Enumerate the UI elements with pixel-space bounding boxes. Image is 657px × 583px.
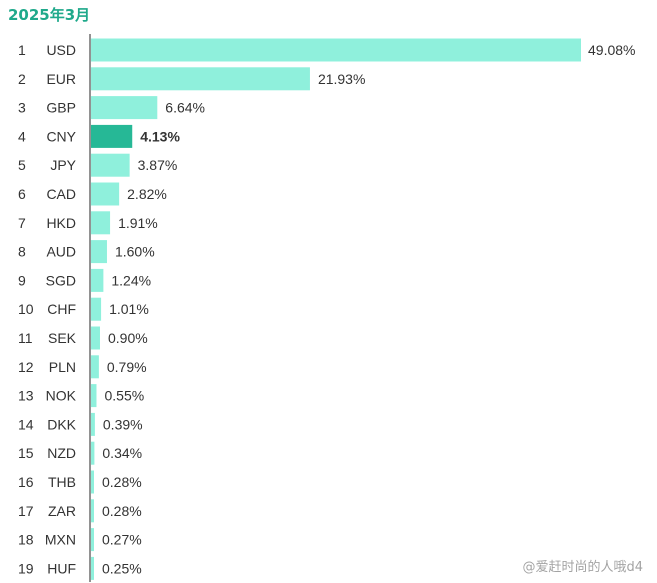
tick-label: CAD <box>46 186 76 202</box>
bar <box>91 96 158 120</box>
bar <box>91 355 99 379</box>
bar <box>91 153 130 177</box>
tick-label: EUR <box>46 71 76 87</box>
data-label: 0.90% <box>108 330 148 346</box>
bar <box>91 412 95 436</box>
bar <box>91 240 107 264</box>
bar <box>91 528 94 552</box>
bar <box>91 470 94 494</box>
data-label: 0.27% <box>102 532 142 548</box>
rank-label: 3 <box>18 100 26 116</box>
rank-label: 11 <box>18 330 33 346</box>
rank-label: 8 <box>18 244 26 260</box>
data-label: 21.93% <box>318 71 365 87</box>
rank-label: 9 <box>18 272 26 288</box>
data-label: 1.91% <box>118 215 158 231</box>
rank-label: 16 <box>18 474 34 490</box>
rank-label: 12 <box>18 359 34 375</box>
bar <box>91 268 104 292</box>
data-label: 3.87% <box>138 157 178 173</box>
bar <box>91 182 120 206</box>
data-label: 0.25% <box>102 560 142 576</box>
data-label: 0.34% <box>102 445 142 461</box>
data-label: 0.39% <box>103 416 143 432</box>
rank-label: 15 <box>18 445 34 461</box>
bar <box>91 556 94 580</box>
bar <box>91 326 100 350</box>
data-label: 6.64% <box>165 100 205 116</box>
data-label: 1.24% <box>111 272 151 288</box>
rank-label: 14 <box>18 416 34 432</box>
tick-label: NOK <box>46 388 77 404</box>
data-label: 1.01% <box>109 301 149 317</box>
data-label: 49.08% <box>588 42 635 58</box>
rank-label: 19 <box>18 560 34 576</box>
rank-label: 6 <box>18 186 26 202</box>
rank-label: 5 <box>18 157 26 173</box>
rank-label: 13 <box>18 388 34 404</box>
data-label: 0.79% <box>107 359 147 375</box>
bar <box>91 441 95 465</box>
data-label: 0.28% <box>102 503 142 519</box>
tick-label: ZAR <box>48 503 76 519</box>
tick-label: JPY <box>50 157 76 173</box>
rank-label: 7 <box>18 215 26 231</box>
tick-label: DKK <box>47 416 76 432</box>
rank-label: 4 <box>18 128 26 144</box>
tick-label: PLN <box>49 359 76 375</box>
bar <box>91 124 133 148</box>
data-label: 1.60% <box>115 244 155 260</box>
bar <box>91 499 94 523</box>
data-label: 4.13% <box>140 128 180 144</box>
rank-label: 2 <box>18 71 26 87</box>
bar <box>91 67 310 91</box>
tick-label: CHF <box>47 301 76 317</box>
tick-label: USD <box>46 42 76 58</box>
watermark-text: @爱赶时尚的人哦d4 <box>522 560 643 575</box>
bar <box>91 211 111 235</box>
tick-label: SGD <box>46 272 76 288</box>
tick-label: AUD <box>46 244 76 260</box>
rank-label: 17 <box>18 503 34 519</box>
tick-label: THB <box>48 474 76 490</box>
bar <box>91 384 97 408</box>
data-label: 2.82% <box>127 186 167 202</box>
data-label: 0.28% <box>102 474 142 490</box>
rank-label: 18 <box>18 532 34 548</box>
bar <box>91 38 581 62</box>
bar <box>91 297 102 321</box>
chart-title: 2025年3月 <box>8 6 91 24</box>
tick-label: MXN <box>45 532 76 548</box>
rank-label: 1 <box>18 42 26 58</box>
tick-label: GBP <box>46 100 76 116</box>
tick-label: HUF <box>47 560 76 576</box>
tick-label: HKD <box>46 215 76 231</box>
rank-label: 10 <box>18 301 34 317</box>
data-label: 0.55% <box>104 388 144 404</box>
tick-label: CNY <box>46 128 76 144</box>
tick-label: NZD <box>47 445 76 461</box>
tick-label: SEK <box>48 330 77 346</box>
